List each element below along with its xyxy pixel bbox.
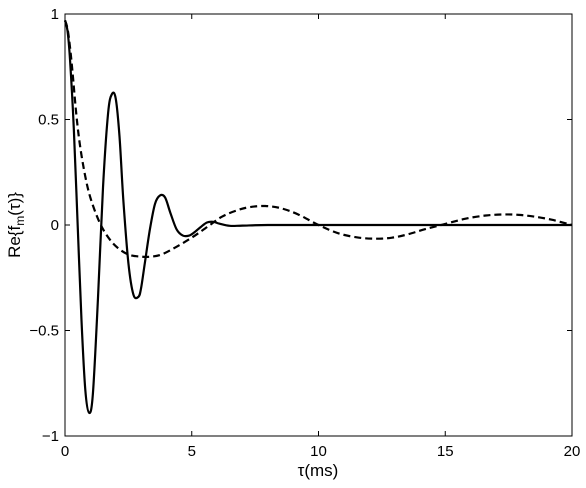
x-tick-label: 10	[310, 443, 327, 460]
series-line-solid	[63, 20, 572, 415]
series-layer	[63, 19, 573, 415]
y-tick-label: −0.5	[29, 323, 59, 340]
x-tick-label: 15	[437, 443, 454, 460]
y-axis-label-subscript: m	[13, 216, 27, 226]
x-tick-label: 0	[61, 443, 69, 460]
y-tick-label: 0.5	[38, 112, 59, 129]
y-tick-label: 0	[51, 217, 59, 234]
x-tick-label: 20	[564, 443, 581, 460]
x-axis-label: τ(ms)	[298, 461, 339, 480]
y-axis-label-main: Re{f	[5, 226, 24, 258]
y-axis-label-tail: (τ)}	[5, 192, 24, 216]
ticks-layer: 0 5 10 15 20 −1 −0.5 0 0.5 1	[29, 6, 580, 460]
x-tick-label: 5	[188, 443, 196, 460]
y-axis-label: Re{fm(τ)}	[5, 192, 27, 258]
y-tick-label: −1	[42, 428, 59, 445]
y-tick-label: 1	[51, 6, 59, 23]
